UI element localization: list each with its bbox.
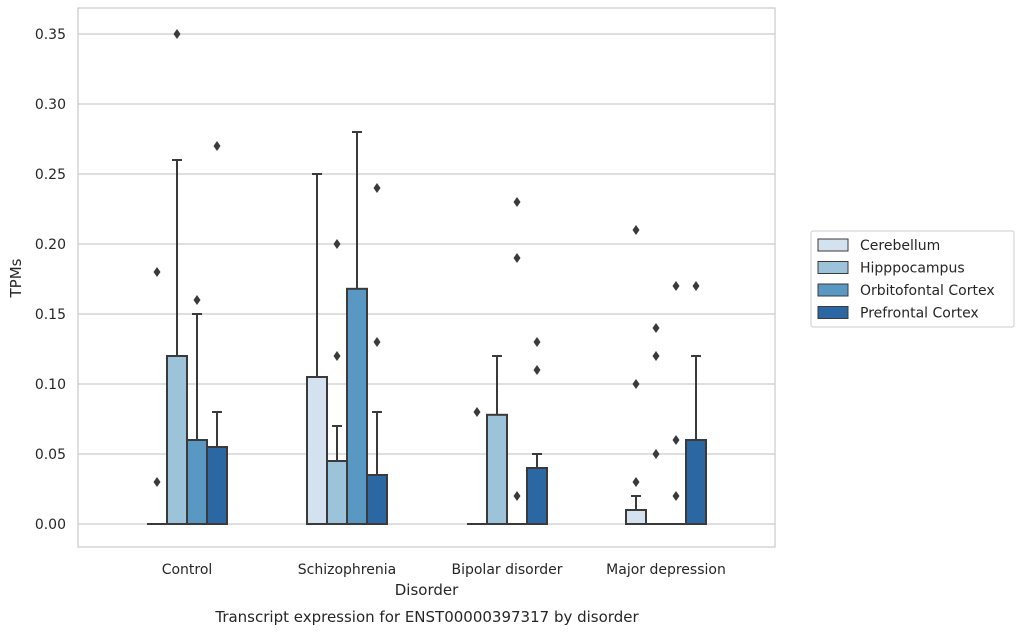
legend-frame xyxy=(810,230,1015,328)
x-axis-ticks: Control Schizophrenia Bipolar disorder Majo… xyxy=(162,562,726,578)
legend-swatch xyxy=(817,261,849,274)
outlier-point xyxy=(692,281,700,291)
outlier-point xyxy=(652,351,660,361)
outlier-point xyxy=(193,295,201,305)
outlier-point xyxy=(373,337,381,347)
outlier-point xyxy=(533,337,541,347)
bar xyxy=(186,439,208,525)
x-tick-label: Major depression xyxy=(606,562,726,578)
x-axis-label: Disorder xyxy=(395,581,459,599)
bar xyxy=(346,287,368,525)
legend-swatch xyxy=(817,283,849,297)
y-tick-label: 0.25 xyxy=(35,167,66,183)
legend-swatch xyxy=(817,238,849,252)
y-tick-label: 0.30 xyxy=(35,97,66,113)
legend-label: Prefrontal Cortex xyxy=(860,306,979,322)
legend-label: Cerebellum xyxy=(860,238,940,254)
y-tick-label: 0.00 xyxy=(35,517,66,533)
bar xyxy=(166,355,188,525)
bar xyxy=(326,460,348,525)
outlier-point xyxy=(652,449,660,459)
bar xyxy=(526,467,548,525)
y-tick-label: 0.10 xyxy=(35,377,66,393)
outlier-point xyxy=(632,379,640,389)
outlier-point xyxy=(153,267,161,277)
outlier-point xyxy=(213,141,221,151)
bar xyxy=(685,439,707,525)
outlier-point xyxy=(153,477,161,487)
outlier-point xyxy=(333,351,341,361)
bar xyxy=(366,474,388,525)
x-tick-label: Schizophrenia xyxy=(298,562,396,578)
bar xyxy=(625,509,647,525)
outlier-point xyxy=(672,491,680,501)
outlier-points xyxy=(153,29,700,501)
plot-frame xyxy=(77,7,776,548)
legend-label: Orbitofontal Cortex xyxy=(860,283,995,299)
bar xyxy=(486,413,508,525)
bar xyxy=(306,376,328,525)
y-tick-label: 0.20 xyxy=(35,237,66,253)
y-tick-label: 0.35 xyxy=(35,27,66,43)
outlier-point xyxy=(173,29,181,39)
outlier-point xyxy=(672,281,680,291)
outlier-point xyxy=(373,183,381,193)
legend: Cerebellum Hipppocampus Orbitofontal Corte… xyxy=(810,230,1015,328)
outlier-point xyxy=(632,225,640,235)
bar xyxy=(206,446,228,525)
y-axis-ticks: 0.00 0.05 0.10 0.15 0.20 0.25 0.30 0.35 xyxy=(35,27,66,533)
legend-swatch xyxy=(817,306,849,319)
y-tick-label: 0.15 xyxy=(35,307,66,323)
chart-caption: Transcript expression for ENST0000039731… xyxy=(214,608,639,626)
error-whiskers xyxy=(172,131,701,510)
x-tick-label: Control xyxy=(162,562,213,578)
outlier-point xyxy=(533,365,541,375)
outlier-point xyxy=(652,323,660,333)
outlier-point xyxy=(632,477,640,487)
outlier-point xyxy=(473,407,481,417)
legend-label: Hipppocampus xyxy=(860,261,965,277)
x-tick-label: Bipolar disorder xyxy=(451,562,562,578)
outlier-point xyxy=(513,491,521,501)
outlier-point xyxy=(672,435,680,445)
y-tick-label: 0.05 xyxy=(35,447,66,463)
outlier-point xyxy=(333,239,341,249)
y-axis-label: TPMs xyxy=(7,258,25,298)
outlier-point xyxy=(513,253,521,263)
outlier-point xyxy=(513,197,521,207)
bars xyxy=(147,287,707,525)
